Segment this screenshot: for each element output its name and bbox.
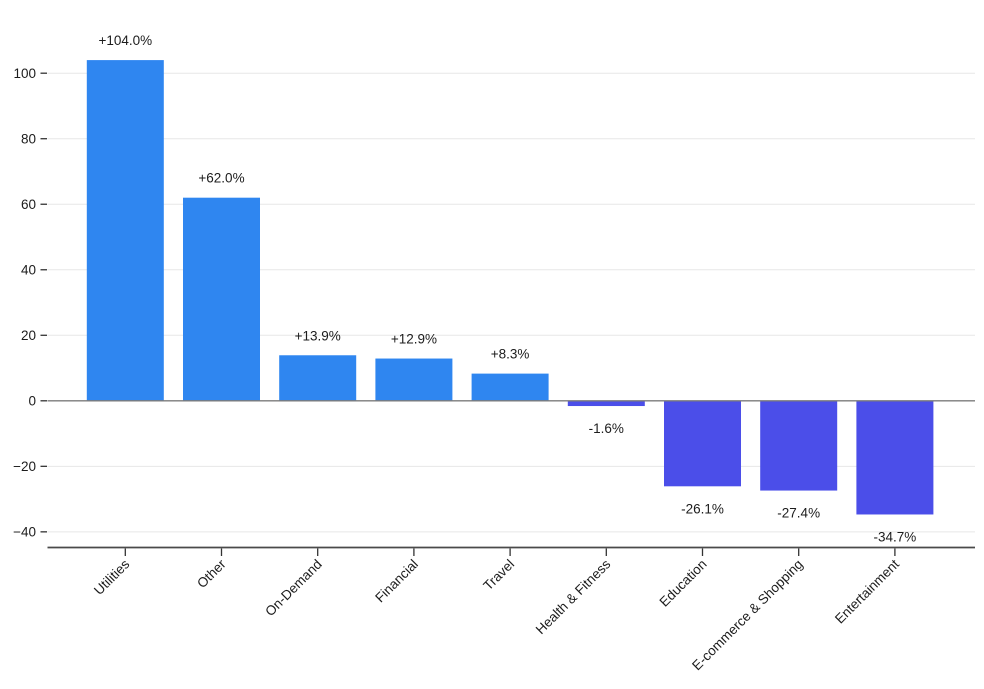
bar-education — [664, 400, 741, 487]
bar-on-demand — [279, 355, 357, 401]
value-label-health-fitness: -1.6% — [589, 421, 624, 436]
x-tick-label-education: Education — [657, 557, 710, 610]
bar-other — [183, 197, 260, 401]
y-tick-label: 40 — [21, 262, 36, 277]
y-tick-label: 20 — [21, 328, 36, 343]
x-tick-label-utilities: Utilities — [91, 556, 133, 598]
y-tick-label: 60 — [21, 197, 36, 212]
value-label-other: +62.0% — [198, 171, 244, 186]
y-tick-label: 0 — [28, 394, 36, 409]
value-label-entertainment: -34.7% — [874, 529, 917, 544]
x-tick-label-other: Other — [194, 556, 229, 591]
value-label-utilities: +104.0% — [98, 33, 152, 48]
y-tick-label: 100 — [13, 66, 36, 81]
x-tick-label-on-demand: On-Demand — [262, 557, 325, 620]
y-tick-label: −20 — [13, 459, 36, 474]
value-label-education: -26.1% — [681, 501, 724, 516]
value-label-e-commerce-shopping: -27.4% — [777, 506, 820, 521]
y-tick-label: 80 — [21, 131, 36, 146]
bar-financial — [375, 358, 453, 401]
x-tick-label-entertainment: Entertainment — [832, 556, 902, 626]
x-tick-label-financial: Financial — [372, 557, 421, 606]
bar-travel — [471, 373, 549, 401]
y-tick-label: −40 — [13, 525, 36, 540]
value-label-on-demand: +13.9% — [295, 328, 341, 343]
x-tick-label-e-commerce-shopping: E-commerce & Shopping — [689, 557, 806, 674]
bar-utilities — [86, 60, 164, 401]
bar-entertainment — [856, 400, 934, 515]
bar-health-fitness — [567, 400, 645, 407]
value-label-financial: +12.9% — [391, 332, 437, 347]
value-label-travel: +8.3% — [491, 347, 530, 362]
x-tick-label-travel: Travel — [480, 557, 517, 594]
bar-e-commerce-shopping — [760, 400, 838, 491]
x-tick-label-health-fitness: Health & Fitness — [533, 556, 614, 637]
